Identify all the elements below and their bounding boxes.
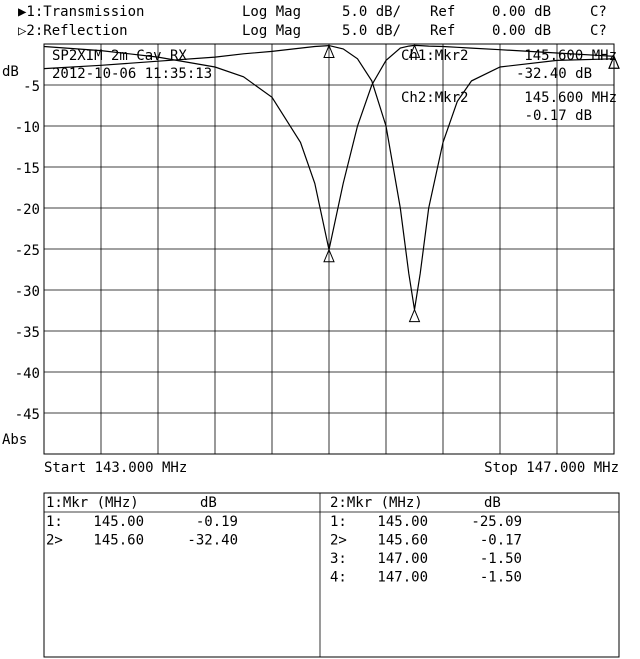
header-field: Log Mag: [242, 4, 301, 20]
table-cell: 145.00: [377, 514, 428, 530]
header-field: Ref: [430, 4, 455, 20]
marker: [408, 308, 421, 323]
header-field: C?: [590, 23, 607, 39]
start-label: Start 143.000 MHz: [44, 460, 187, 476]
header-field: 5.0 dB/: [342, 4, 401, 20]
readout-value: -0.17 dB: [525, 108, 592, 124]
table-cell: -0.17: [480, 533, 522, 549]
table-header: dB: [484, 495, 501, 511]
header-field: Ref: [430, 23, 455, 39]
table-cell: 3:: [330, 551, 347, 567]
readout-label: Ch1:Mkr2: [401, 48, 468, 64]
readout-freq: 145.600 MHz: [524, 90, 617, 106]
header-field: C?: [590, 4, 607, 20]
marker-table-frame: [43, 492, 620, 658]
table-cell: -25.09: [471, 514, 522, 530]
table-cell: -0.19: [196, 514, 238, 530]
table-cell: -1.50: [480, 551, 522, 567]
trace: [43, 44, 615, 310]
table-cell: 1:: [330, 514, 347, 530]
y-format: Abs: [2, 432, 27, 448]
annotation: 2012-10-06 11:35:13: [52, 66, 212, 82]
stop-label: Stop 147.000 MHz: [484, 460, 619, 476]
trace: [43, 44, 615, 250]
y-tick-label: -40: [15, 366, 40, 382]
table-cell: 2>: [46, 533, 63, 549]
readout-label: Ch2:Mkr2: [401, 90, 468, 106]
header-field: 5.0 dB/: [342, 23, 401, 39]
readout-value: -32.40 dB: [516, 66, 592, 82]
table-cell: -32.40: [187, 533, 238, 549]
marker: [408, 44, 421, 58]
header-field: ▷2:Reflection: [18, 23, 128, 39]
table-header: 2:Mkr (MHz): [330, 495, 423, 511]
table-cell: 1:: [46, 514, 63, 530]
table-cell: 4:: [330, 570, 347, 586]
header-field: Log Mag: [242, 23, 301, 39]
table-cell: 147.00: [377, 551, 428, 567]
y-tick-label: -45: [15, 407, 40, 423]
annotation: SP2XIM 2m Cav RX: [52, 48, 187, 64]
header-field: 0.00 dB: [492, 4, 551, 20]
y-tick-label: -35: [15, 325, 40, 341]
header-field: ▶1:Transmission: [18, 4, 144, 20]
y-tick-label: -25: [15, 243, 40, 259]
y-tick-label: -10: [15, 120, 40, 136]
header-field: 0.00 dB: [492, 23, 551, 39]
table-header: dB: [200, 495, 217, 511]
y-tick-label: -30: [15, 284, 40, 300]
y-tick-label: -15: [15, 161, 40, 177]
table-cell: 145.60: [93, 533, 144, 549]
marker: [323, 44, 335, 59]
table-cell: 147.00: [377, 570, 428, 586]
table-cell: -1.50: [480, 570, 522, 586]
y-tick-label: -20: [15, 202, 40, 218]
table-header: 1:Mkr (MHz): [46, 495, 139, 511]
y-unit: dB: [2, 64, 19, 80]
marker: [608, 55, 620, 69]
table-cell: 145.00: [93, 514, 144, 530]
y-tick-label: -5: [23, 79, 40, 95]
table-cell: 145.60: [377, 533, 428, 549]
marker: [323, 248, 335, 263]
table-cell: 2>: [330, 533, 347, 549]
